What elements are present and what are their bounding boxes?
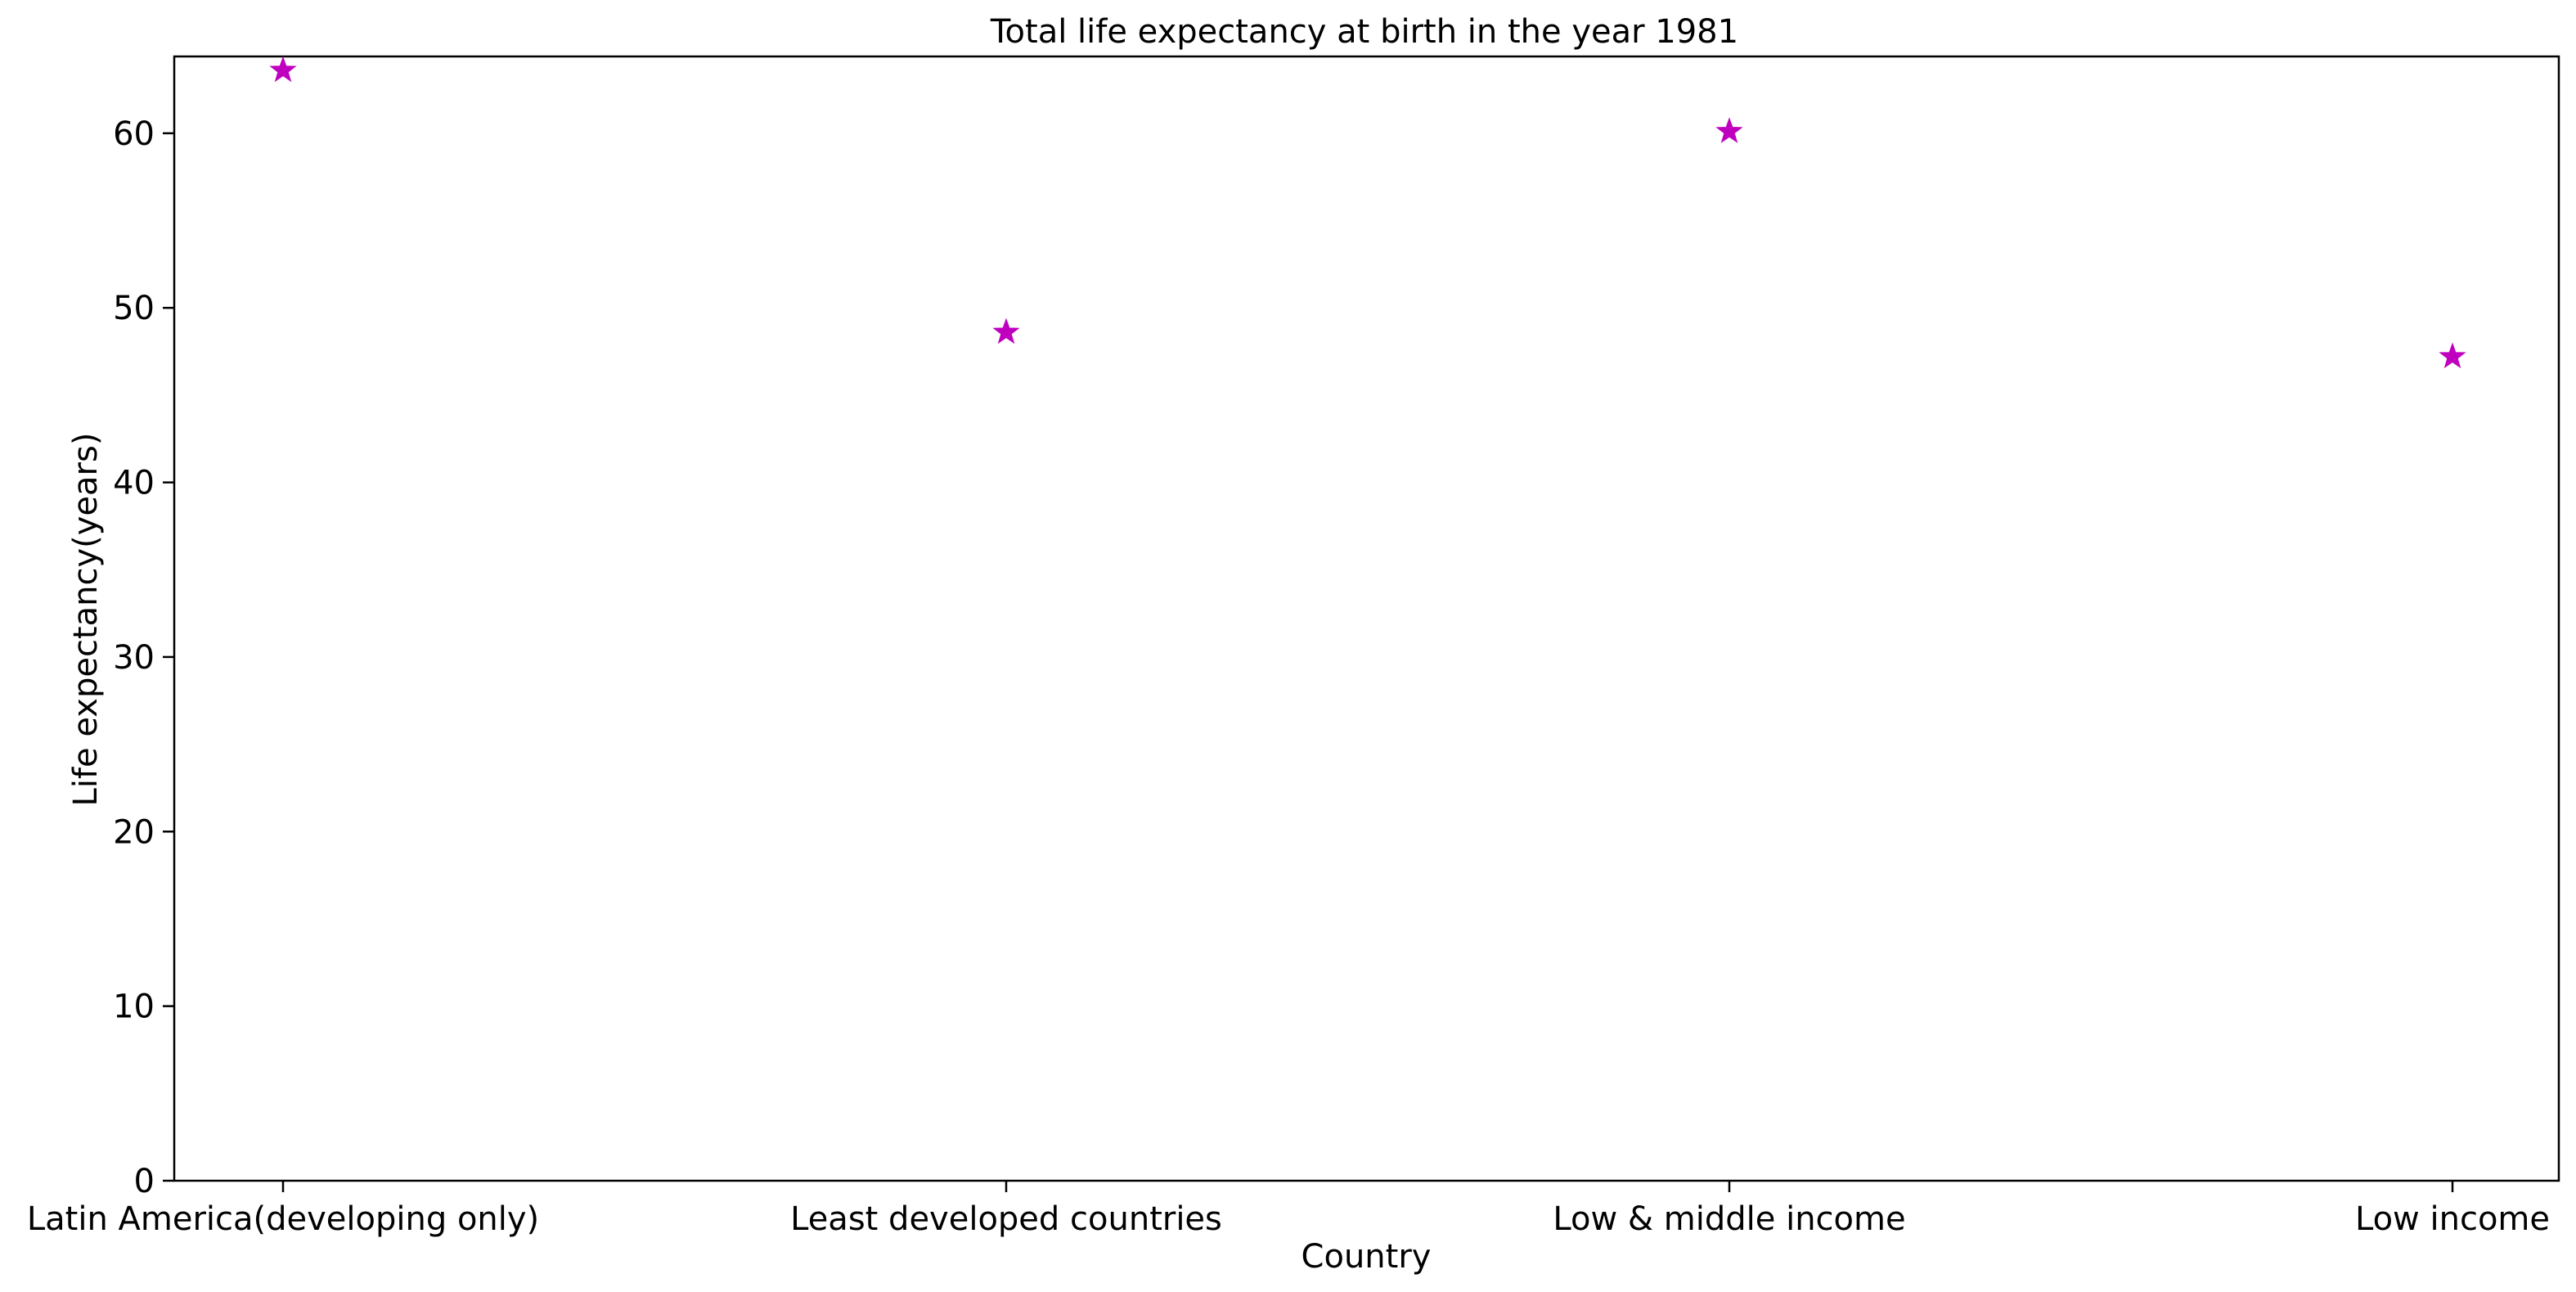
x-tick-label: Low & middle income [1553, 1200, 1905, 1238]
y-tick-label: 30 [113, 639, 155, 677]
y-tick-label: 20 [113, 813, 155, 851]
data-point-star [269, 56, 297, 83]
y-tick-label: 10 [113, 988, 155, 1026]
y-axis-label: Life expectancy(years) [67, 433, 105, 807]
data-markers [269, 56, 2466, 369]
plot-frame [173, 55, 2560, 1182]
x-tick-label: Latin America(developing only) [27, 1200, 539, 1238]
x-tick-label: Least developed countries [790, 1200, 1222, 1238]
x-axis: Latin America(developing only) Least deve… [27, 1181, 2550, 1238]
y-axis: 0 10 20 30 40 50 60 [113, 115, 174, 1200]
y-tick-label: 40 [113, 465, 155, 502]
data-point-star [2439, 342, 2466, 369]
y-tick-label: 50 [113, 290, 155, 327]
data-point-star [1715, 117, 1743, 143]
y-tick-label: 60 [113, 115, 155, 153]
chart-title: Total life expectancy at birth in the ye… [990, 13, 1738, 51]
data-point-star [992, 317, 1020, 344]
x-axis-label: Country [1301, 1238, 1432, 1276]
x-tick-label: Low income [2355, 1200, 2550, 1238]
y-tick-label: 0 [134, 1163, 155, 1200]
